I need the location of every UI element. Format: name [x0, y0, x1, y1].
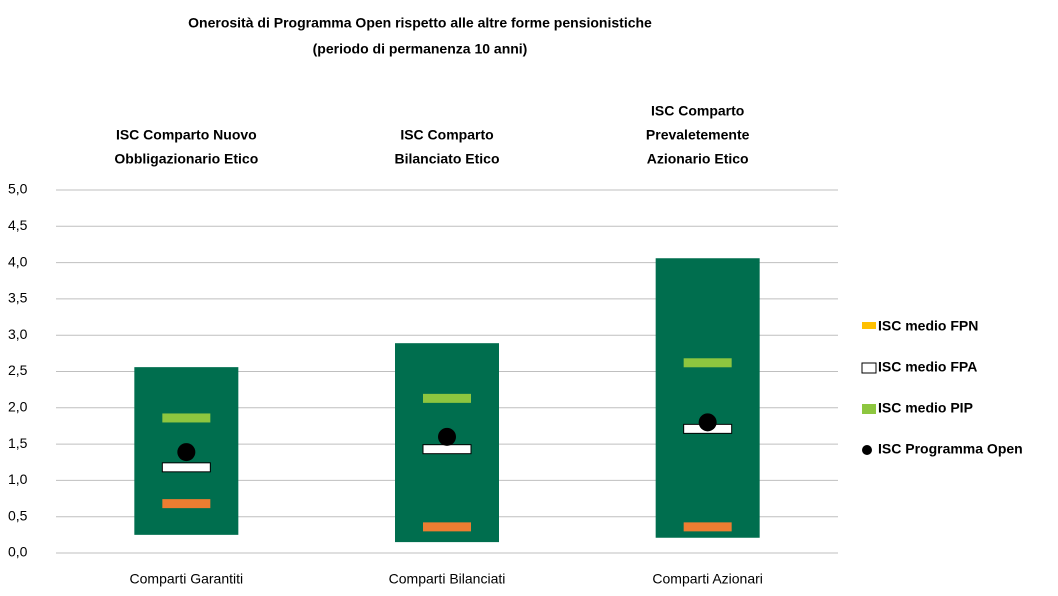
y-tick-label: 0,0 — [8, 544, 28, 560]
range-bar — [655, 258, 760, 538]
legend-label: ISC medio FPA — [878, 359, 977, 375]
chart-title: Onerosità di Programma Open rispetto all… — [188, 15, 652, 31]
group-label: Obbligazionario Etico — [114, 151, 258, 167]
group-label: Prevaletemente — [646, 127, 750, 143]
group-label: ISC Comparto — [651, 103, 744, 119]
y-tick-label: 2,0 — [8, 399, 28, 415]
marker-bar — [161, 462, 211, 473]
marker-bar — [423, 393, 471, 403]
legend-swatch — [862, 404, 876, 414]
marker-bar — [683, 522, 732, 532]
x-tick-label: Comparti Garantiti — [130, 571, 244, 587]
y-tick-label: 1,5 — [8, 435, 28, 451]
x-tick-label: Comparti Bilanciati — [389, 571, 506, 587]
x-tick-label: Comparti Azionari — [652, 571, 763, 587]
legend-swatch — [861, 362, 877, 374]
group-label: ISC Comparto — [400, 127, 493, 143]
y-tick-label: 3,5 — [8, 290, 28, 306]
y-tick-label: 4,0 — [8, 253, 28, 269]
y-tick-label: 3,0 — [8, 326, 28, 342]
marker-bar — [162, 413, 211, 423]
y-tick-label: 5,0 — [8, 181, 28, 197]
marker-bar — [683, 358, 732, 368]
chart-subtitle: (periodo di permanenza 10 anni) — [313, 41, 528, 57]
y-tick-label: 4,5 — [8, 217, 28, 233]
legend-label: ISC medio FPN — [878, 318, 978, 334]
legend-swatch — [862, 445, 872, 455]
y-tick-label: 1,0 — [8, 471, 28, 487]
open-dot — [177, 443, 196, 462]
open-dot — [698, 413, 717, 432]
y-tick-label: 0,5 — [8, 507, 28, 523]
group-label: ISC Comparto Nuovo — [116, 127, 257, 143]
legend-swatch — [862, 322, 876, 329]
legend-label: ISC Programma Open — [878, 441, 1023, 457]
y-tick-label: 2,5 — [8, 362, 28, 378]
group-label: Bilanciato Etico — [394, 151, 499, 167]
group-label: Azionario Etico — [647, 151, 749, 167]
marker-bar — [422, 444, 472, 455]
legend-label: ISC medio PIP — [878, 400, 973, 416]
marker-bar — [423, 522, 471, 532]
open-dot — [438, 427, 456, 446]
marker-bar — [162, 499, 211, 509]
